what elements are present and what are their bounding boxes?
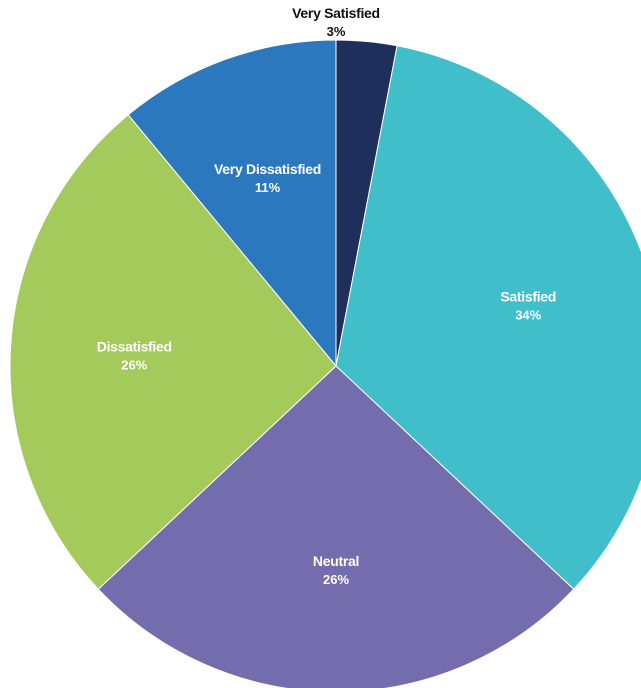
pie-slice-satisfied bbox=[335, 45, 641, 590]
pie-label-very-satisfied: Very Satisfied bbox=[292, 5, 380, 21]
pie-slices bbox=[9, 39, 641, 688]
pie-value-neutral: 26% bbox=[323, 572, 349, 587]
pie-value-very-dissatisfied: 11% bbox=[255, 180, 281, 195]
pie-slice-neutral bbox=[97, 365, 575, 688]
pie-label-neutral: Neutral bbox=[313, 553, 359, 569]
pie-label-dissatisfied: Dissatisfied bbox=[97, 338, 172, 354]
pie-value-dissatisfied: 26% bbox=[121, 357, 147, 372]
pie-slice-dissatisfied bbox=[9, 114, 337, 590]
pie-slice-very-dissatisfied bbox=[127, 39, 337, 368]
pie-label-satisfied: Satisfied bbox=[500, 289, 556, 305]
pie-labels: Very Satisfied 3% Satisfied 34% Neutral 26% Di… bbox=[97, 5, 557, 587]
pie-value-satisfied: 34% bbox=[515, 308, 541, 323]
pie-label-very-dissatisfied: Very Dissatisfied bbox=[214, 161, 321, 177]
pie-value-very-satisfied: 3% bbox=[327, 24, 346, 39]
